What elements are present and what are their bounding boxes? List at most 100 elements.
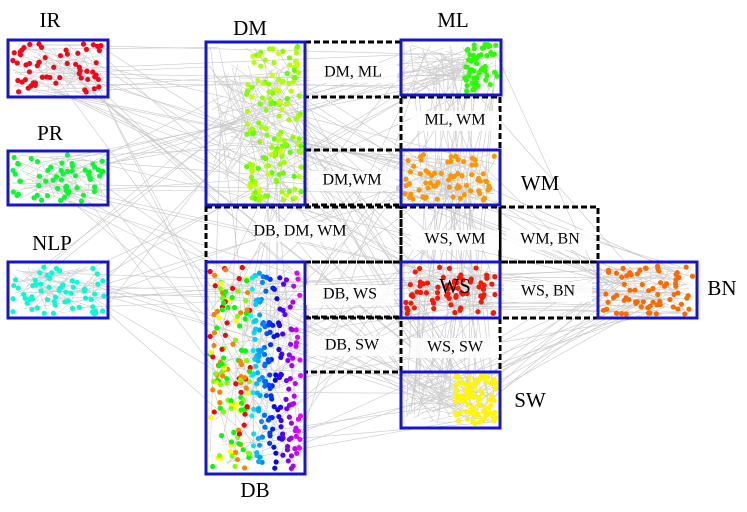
node-dot xyxy=(464,382,470,389)
node-dot xyxy=(246,450,253,457)
node-dot xyxy=(260,321,266,327)
edge xyxy=(442,380,449,384)
node-dot xyxy=(243,358,250,364)
overlap-label-bg xyxy=(411,338,499,358)
cluster-label: BN xyxy=(707,276,736,300)
edge xyxy=(211,123,250,133)
node-dot xyxy=(229,294,235,301)
node-dot xyxy=(297,436,303,442)
edge xyxy=(452,71,464,291)
node-dot xyxy=(238,400,245,406)
node-dot xyxy=(58,177,64,183)
node-dot xyxy=(276,374,283,381)
edge xyxy=(428,377,450,387)
node-dot xyxy=(15,191,21,197)
cluster-box xyxy=(6,149,110,207)
node-dot xyxy=(295,428,301,434)
node-dot xyxy=(82,167,88,173)
edge xyxy=(405,156,456,174)
overlap-label: DB, WS xyxy=(323,286,377,303)
node-dot xyxy=(55,185,61,192)
node-dot xyxy=(478,67,484,73)
node-dot xyxy=(250,390,256,396)
node-dot xyxy=(458,393,464,399)
node-dot xyxy=(277,161,283,168)
node-dot xyxy=(403,176,409,182)
node-dot xyxy=(287,341,294,347)
node-dot xyxy=(96,47,103,54)
node-dot xyxy=(245,390,251,397)
edge xyxy=(92,279,95,301)
edge xyxy=(450,45,495,396)
node-dot xyxy=(271,59,277,66)
node-dot xyxy=(405,158,411,164)
node-dot xyxy=(294,334,301,340)
node-dot xyxy=(69,278,75,284)
node-dot xyxy=(417,171,423,177)
cluster-box xyxy=(399,260,502,320)
node-dot xyxy=(451,280,457,286)
node-dot xyxy=(279,189,285,195)
node-dot xyxy=(458,397,464,403)
node-dot xyxy=(12,277,19,283)
edge xyxy=(41,163,55,197)
node-dot xyxy=(39,74,45,80)
node-dot xyxy=(653,311,659,317)
node-dot xyxy=(76,304,82,310)
node-dot xyxy=(263,393,269,399)
node-dot xyxy=(233,381,239,387)
node-dot xyxy=(485,43,492,49)
edge xyxy=(610,284,614,290)
edge xyxy=(19,169,90,197)
node-dot xyxy=(232,463,238,469)
node-dot xyxy=(255,435,261,442)
edge xyxy=(89,51,104,80)
edge xyxy=(70,83,414,87)
node-dot xyxy=(87,174,93,180)
node-dot xyxy=(282,141,289,147)
labels: DM, ML ML, WM DM,WM DB, DM, WM WS, WM WM, BN D… xyxy=(32,8,736,502)
node-dot xyxy=(255,120,262,126)
node-dot xyxy=(11,50,17,56)
node-dot xyxy=(437,264,443,270)
node-dot xyxy=(249,413,255,419)
edge xyxy=(442,305,606,308)
node-dot xyxy=(275,407,281,413)
node-dot xyxy=(220,355,227,361)
node-dot xyxy=(286,386,292,392)
node-dot xyxy=(471,420,477,426)
node-dot xyxy=(17,48,24,55)
node-dot xyxy=(261,351,268,358)
node-dot xyxy=(267,440,273,446)
node-dot xyxy=(210,354,216,360)
node-dot xyxy=(257,139,263,145)
node-dot xyxy=(298,189,304,195)
node-dot xyxy=(291,67,297,73)
node-dot xyxy=(491,153,497,159)
edge xyxy=(14,84,416,166)
node-dot xyxy=(284,70,290,77)
node-dot xyxy=(431,170,438,176)
edge xyxy=(412,65,469,92)
node-dot xyxy=(257,101,263,107)
node-dot xyxy=(296,136,302,142)
node-dot xyxy=(288,326,294,332)
node-dot xyxy=(408,300,414,306)
node-dot xyxy=(277,99,283,105)
node-dot xyxy=(434,295,441,301)
node-dot xyxy=(91,86,97,92)
node-dot xyxy=(431,305,437,312)
node-dot xyxy=(297,372,304,379)
node-dot xyxy=(262,57,268,63)
node-dot xyxy=(250,371,257,377)
edge xyxy=(246,391,292,439)
edge xyxy=(437,159,444,201)
overlap-label: DM,WM xyxy=(322,172,381,189)
node-dot xyxy=(460,277,466,283)
node-dot xyxy=(244,108,251,114)
node-dot xyxy=(50,177,56,183)
node-dot xyxy=(262,424,268,430)
edge xyxy=(14,71,272,78)
node-dot xyxy=(242,375,248,381)
node-dot xyxy=(63,47,69,53)
